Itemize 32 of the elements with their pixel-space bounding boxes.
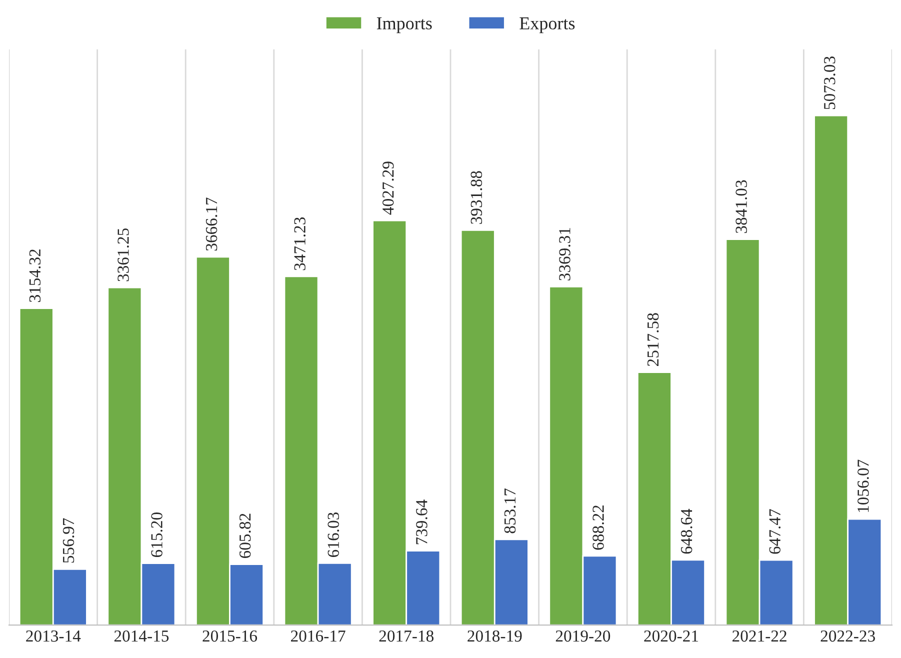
- legend-label: Imports: [376, 17, 432, 34]
- data-label: 2517.58: [647, 313, 659, 366]
- data-label: 3841.03: [736, 180, 748, 233]
- data-label: 688.22: [592, 506, 604, 550]
- data-label: 648.64: [680, 508, 692, 554]
- data-label: 3931.88: [470, 171, 482, 224]
- x-tick-label: 2021-22: [732, 630, 786, 642]
- legend-label: Exports: [520, 17, 575, 34]
- x-tick-label: 2017-18: [379, 630, 434, 642]
- data-label: 4027.29: [382, 162, 394, 215]
- x-tick-label: 2022-23: [820, 630, 875, 642]
- data-label: 853.17: [504, 488, 516, 534]
- data-label: 5073.03: [824, 56, 836, 110]
- x-tick-label: 2020-21: [644, 630, 698, 642]
- data-label: 616.03: [328, 512, 340, 557]
- data-label: 1056.07: [858, 460, 869, 512]
- data-label: 605.82: [239, 514, 251, 558]
- data-label: 3154.32: [29, 249, 41, 302]
- x-tick-label: 2019-20: [556, 630, 610, 642]
- data-label: 3361.25: [118, 228, 129, 282]
- data-label: 556.97: [62, 518, 74, 563]
- x-tick-label: 2016-17: [291, 630, 346, 642]
- data-label: 3369.31: [559, 228, 570, 280]
- data-label: 615.20: [151, 512, 162, 558]
- data-label: 3471.23: [294, 217, 306, 270]
- data-label: 3666.17: [206, 198, 218, 251]
- x-tick-label: 2015-16: [202, 630, 258, 642]
- data-label: 647.47: [769, 509, 781, 554]
- x-tick-label: 2018-19: [468, 630, 522, 642]
- x-tick-label: 2014-15: [114, 630, 169, 642]
- x-tick-label: 2013-14: [26, 630, 81, 642]
- data-label: 739.64: [416, 500, 428, 544]
